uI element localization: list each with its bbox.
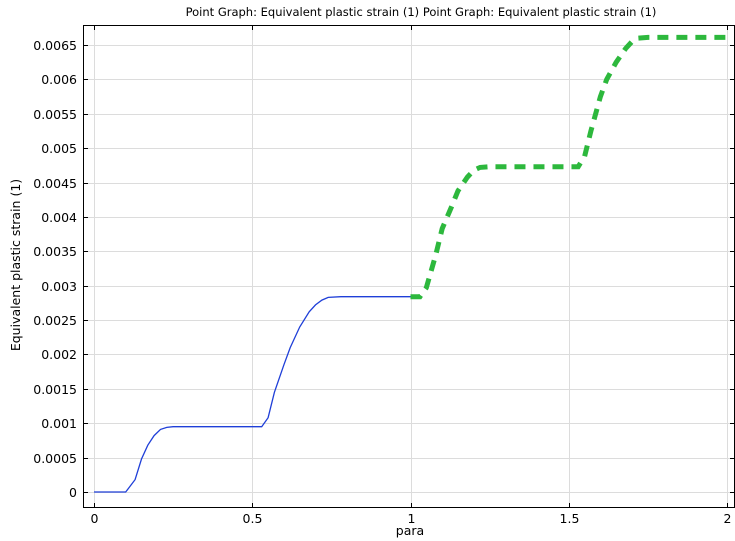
y-tick-label: 0.0005 — [33, 451, 77, 466]
y-tick-label: 0.0025 — [33, 313, 77, 328]
series-line-2 — [410, 34, 727, 300]
x-tick-label: 1 — [408, 511, 416, 526]
grid — [83, 25, 735, 508]
y-tick-label: 0.0045 — [33, 176, 77, 191]
y-tick-label: 0.0015 — [33, 382, 77, 397]
y-tick-label: 0.006 — [41, 72, 77, 87]
y-tick-label: 0.001 — [41, 416, 77, 431]
plot-frame — [83, 25, 735, 508]
chart-title: Point Graph: Equivalent plastic strain (… — [186, 5, 657, 19]
y-tick-label: 0.003 — [41, 279, 77, 294]
y-axis-label: Equivalent plastic strain (1) — [8, 179, 23, 351]
x-tick-label: 0 — [91, 511, 99, 526]
x-axis-label: para — [396, 523, 424, 538]
series-layer — [94, 34, 727, 493]
y-tick-label: 0.0035 — [33, 244, 77, 259]
y-tick-label: 0.0065 — [33, 38, 77, 53]
axis-ticks: 0 0.5 1 1.5 2 0 0.0005 0.001 0.0015 0.002 0.0025 0.… — [33, 25, 735, 526]
y-tick-label: 0.005 — [41, 141, 77, 156]
y-tick-label: 0.0055 — [33, 107, 77, 122]
series-line-1 — [94, 296, 411, 493]
x-tick-label: 1.5 — [560, 511, 580, 526]
x-tick-label: 2 — [724, 511, 732, 526]
y-tick-label: 0.004 — [41, 210, 77, 225]
y-tick-label: 0.002 — [41, 347, 77, 362]
x-tick-label: 0.5 — [243, 511, 263, 526]
y-tick-label: 0 — [69, 485, 77, 500]
